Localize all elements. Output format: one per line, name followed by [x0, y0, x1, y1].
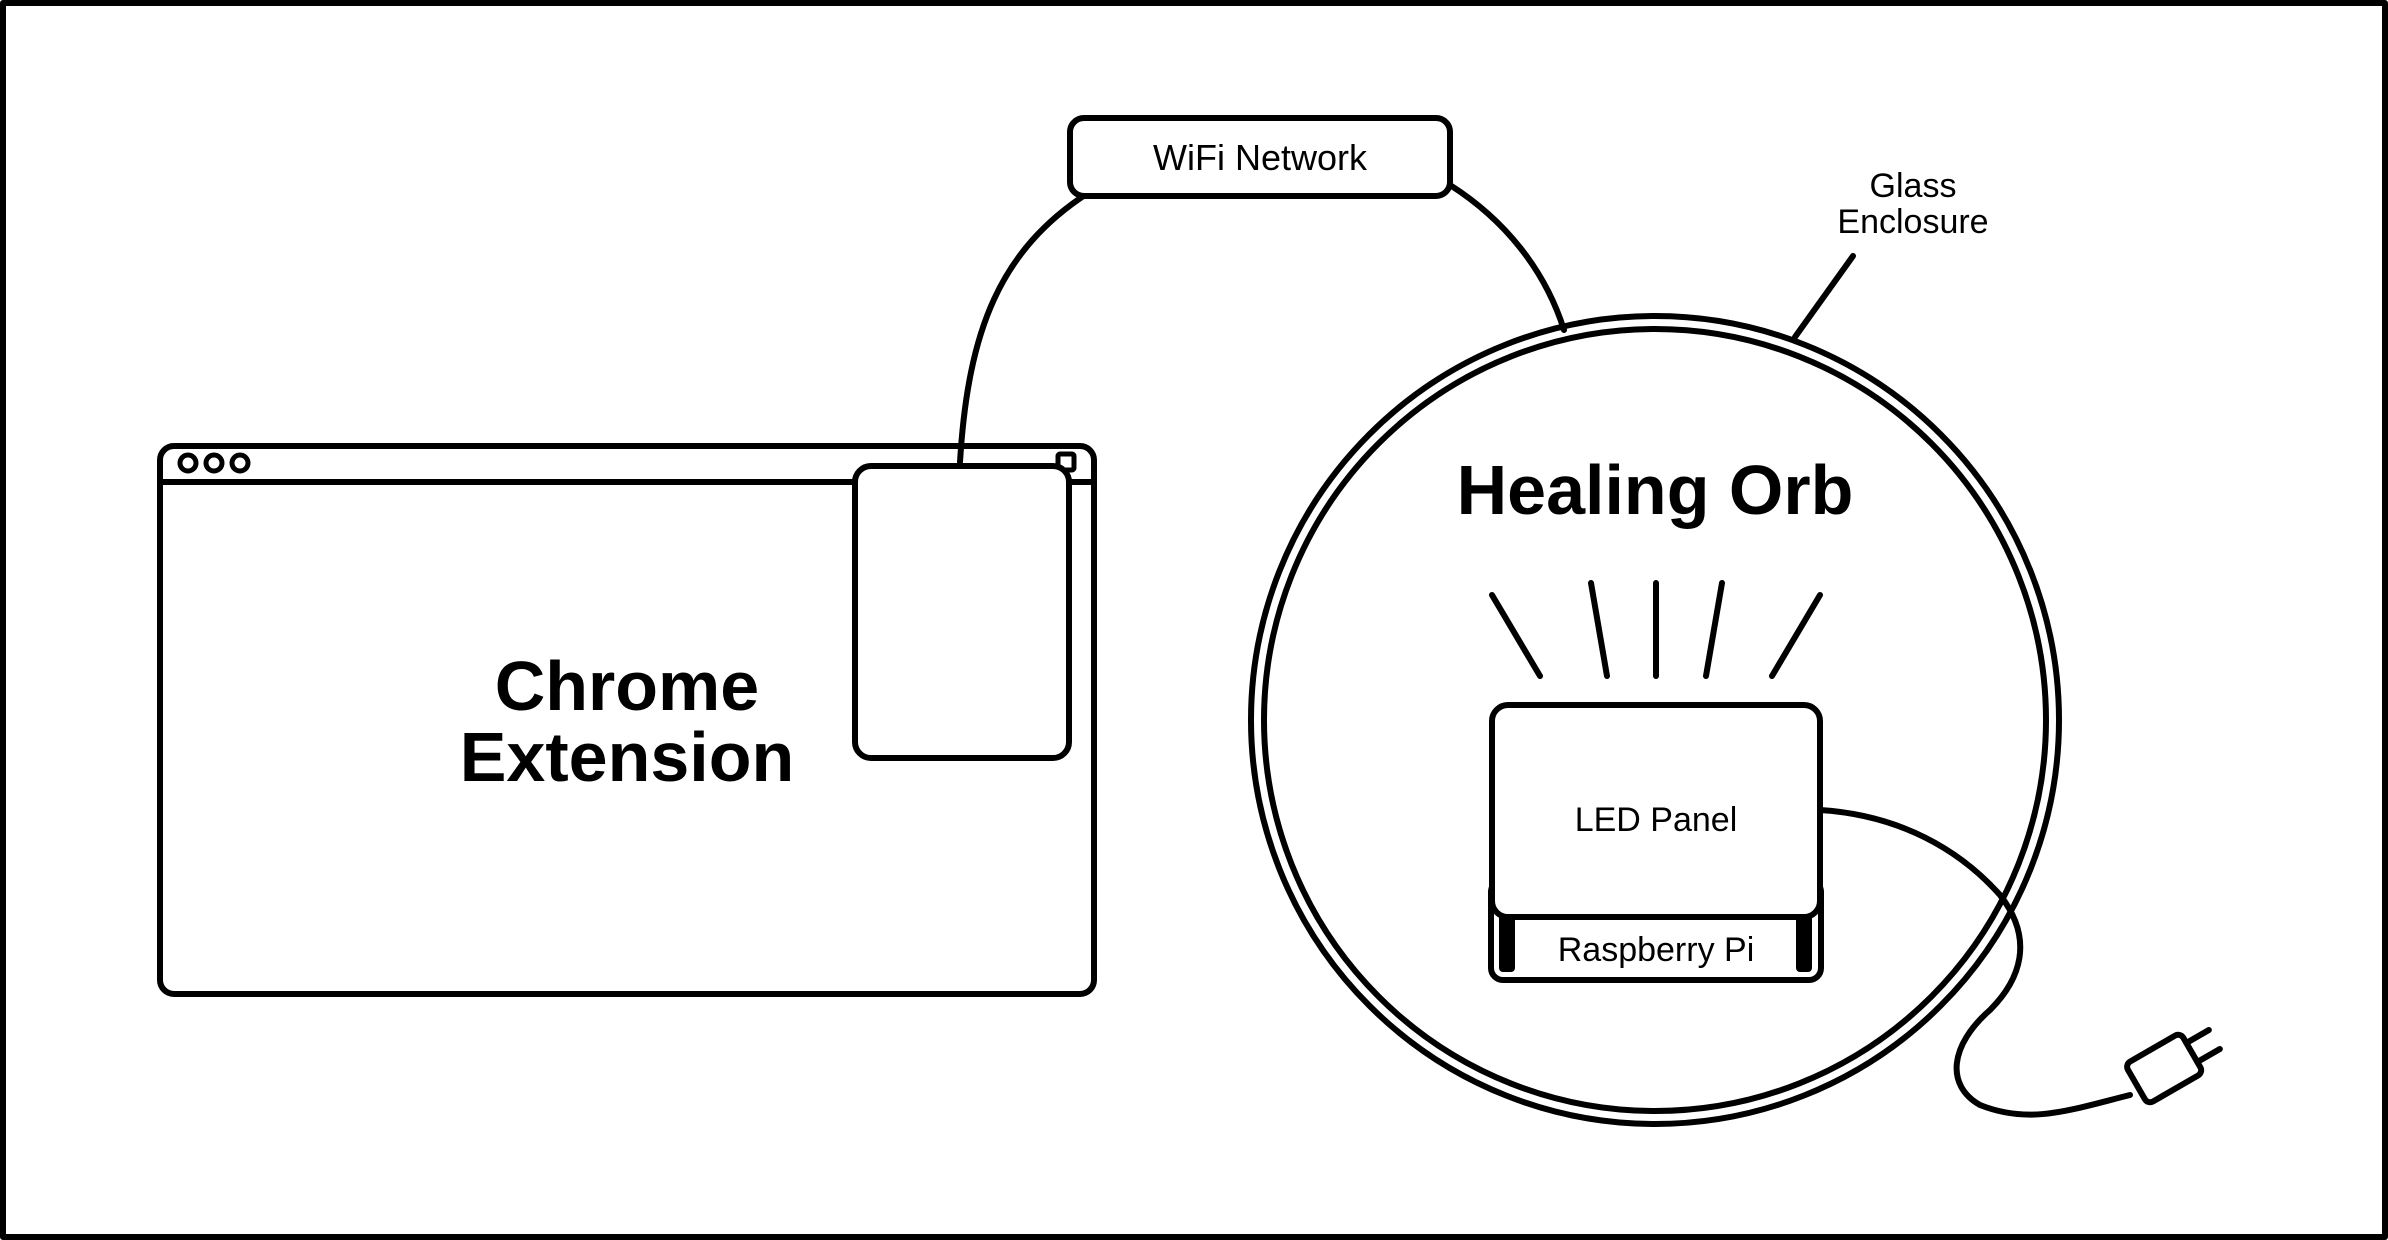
raspberry-pi-leg-left [1499, 910, 1515, 972]
wifi-connector-left [957, 190, 1091, 465]
power-plug-icon [2124, 1026, 2223, 1106]
window-control-dot-2 [203, 452, 225, 474]
power-cable [1817, 807, 2133, 1118]
glass-enclosure-outer [1248, 313, 2062, 1127]
glass-enclosure-leader [1792, 253, 1856, 340]
plug-prong-1 [2183, 1026, 2212, 1046]
browser-window-frame [157, 443, 1097, 997]
led-panel-label: LED Panel [1575, 801, 1738, 839]
light-ray [1489, 592, 1543, 679]
light-ray [1769, 592, 1823, 679]
glass-enclosure-label-line2: Enclosure [1837, 203, 1988, 241]
browser-window [157, 443, 1097, 997]
extension-popup [852, 463, 1072, 761]
glass-enclosure-inner [1261, 326, 2049, 1114]
healing-orb-title: Healing Orb [1457, 451, 1854, 529]
light-ray [1703, 580, 1725, 679]
light-rays [1489, 580, 1823, 679]
wifi-network-box [1067, 115, 1453, 199]
chrome-extension-label-line1: Chrome [495, 647, 759, 725]
wifi-connector-right [1447, 182, 1567, 333]
plug-body [2124, 1031, 2205, 1106]
raspberry-pi-leg-right [1796, 910, 1812, 972]
led-panel [1489, 702, 1823, 920]
window-control-dot-3 [229, 452, 251, 474]
wifi-network-label: WiFi Network [1153, 137, 1368, 178]
chrome-extension-label-line2: Extension [460, 718, 795, 796]
window-control-dot-1 [177, 452, 199, 474]
glass-enclosure-label-line1: Glass [1870, 167, 1957, 205]
plug-prong-2 [2194, 1046, 2223, 1066]
raspberry-pi-label: Raspberry Pi [1558, 931, 1755, 969]
light-ray [1588, 580, 1610, 679]
